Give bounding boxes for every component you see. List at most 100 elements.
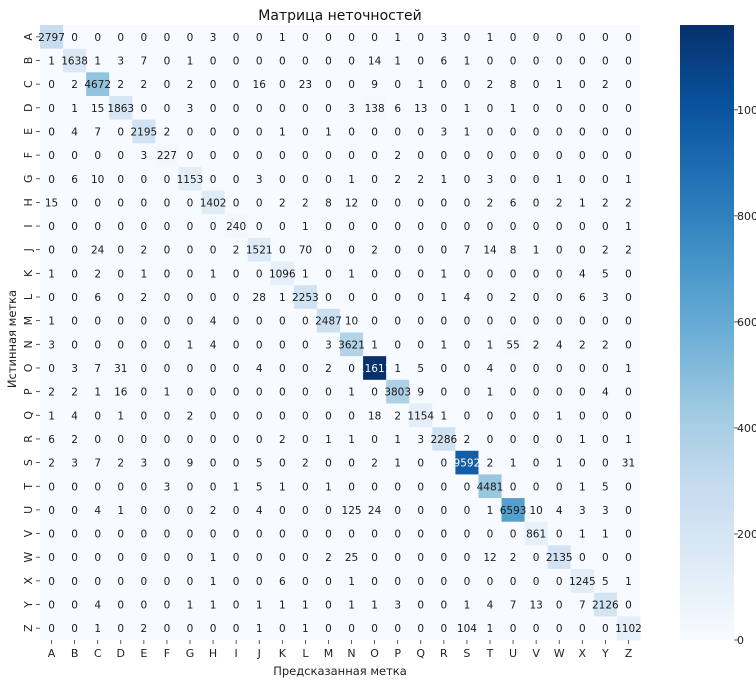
y-tick-label-Q: Q [22, 411, 35, 420]
cell-value-label: 0 [187, 150, 194, 162]
heatmap-cell-W-T [478, 545, 502, 570]
heatmap-cell-Q-H [201, 403, 226, 428]
cell-value-label: 138 [365, 103, 385, 115]
heatmap-cell-S-U [501, 450, 526, 475]
cell-value-label: 2 [510, 292, 517, 304]
cell-value-label: 5 [256, 458, 263, 470]
cell-value-label: 70 [299, 245, 312, 257]
cell-value-label: 0 [256, 387, 263, 399]
heatmap-cell-N-W [547, 332, 572, 357]
heatmap-cell-B-N [340, 48, 364, 73]
heatmap-cell-H-H [201, 190, 226, 215]
heatmap-cell-F-B [63, 143, 87, 168]
cell-value-label: 1 [117, 410, 124, 422]
heatmap-cell-S-F [155, 450, 179, 475]
cell-value-label: 0 [325, 55, 332, 67]
cell-value-label: 0 [579, 623, 586, 635]
heatmap-cell-P-G [178, 379, 202, 404]
cell-value-label: 0 [602, 221, 609, 233]
heatmap-cell-M-D [109, 308, 133, 333]
heatmap-cell-B-Z [616, 48, 641, 73]
heatmap-cell-A-X [570, 25, 595, 50]
heatmap-cell-P-J [247, 379, 272, 404]
cell-value-label: 2 [71, 434, 78, 446]
cell-value-label: 0 [394, 126, 401, 138]
cell-value-label: 0 [579, 55, 586, 67]
cell-value-label: 0 [417, 197, 424, 209]
cell-value-label: 0 [164, 434, 171, 446]
heatmap-cell-F-E [132, 143, 156, 168]
x-tick-label-U: U [509, 647, 517, 660]
heatmap-cell-V-A [40, 521, 64, 546]
heatmap-cell-U-L [293, 498, 318, 523]
heatmap-cell-C-Y [593, 72, 618, 97]
heatmap-cell-U-Z [616, 498, 641, 523]
heatmap-cell-Z-N [340, 616, 364, 641]
heatmap-cell-B-L [293, 48, 318, 73]
cell-value-label: 14 [483, 245, 497, 257]
heatmap-cell-X-M [316, 569, 341, 594]
heatmap-cell-D-N [340, 95, 364, 121]
cell-value-label: 0 [394, 339, 401, 351]
heatmap-cell-T-Q [409, 474, 433, 499]
heatmap-cell-S-N [340, 450, 364, 475]
heatmap-cell-R-P [386, 427, 410, 452]
heatmap-cell-R-F [155, 427, 179, 452]
heatmap-cell-H-Y [593, 190, 618, 215]
cell-value-label: 0 [394, 221, 401, 233]
heatmap-cell-D-C [86, 95, 110, 121]
cell-value-label: 0 [464, 529, 471, 541]
cell-value-label: 0 [279, 55, 286, 67]
cell-value-label: 3 [210, 32, 217, 44]
heatmap-cell-E-A [40, 119, 64, 144]
cell-value-label: 0 [441, 197, 448, 209]
heatmap-cell-I-Q [409, 214, 433, 239]
cell-value-label: 0 [487, 268, 494, 280]
heatmap-cell-F-W [547, 143, 572, 168]
chart-title: Матрица неточностей [258, 8, 421, 24]
heatmap-cell-E-K [270, 119, 295, 144]
heatmap-cell-S-D [109, 450, 133, 475]
cell-value-label: 0 [371, 481, 378, 493]
cell-value-label: 0 [348, 410, 355, 422]
heatmap-cell-Q-A [40, 403, 64, 428]
cell-value-label: 0 [164, 505, 171, 517]
heatmap-cell-B-U [501, 48, 526, 73]
heatmap-cell-S-W [547, 450, 572, 475]
heatmap-cell-Z-Z [616, 616, 641, 641]
heatmap-cell-Y-H [201, 592, 226, 617]
cell-value-label: 0 [233, 292, 240, 304]
cell-value-label: 0 [233, 434, 240, 446]
cell-value-label: 0 [48, 292, 55, 304]
heatmap-cell-D-Q [409, 95, 433, 121]
heatmap-cell-G-F [155, 166, 179, 191]
heatmap-cell-K-A [40, 261, 64, 286]
heatmap-cell-L-D [109, 285, 133, 310]
heatmap-cell-D-M [316, 95, 341, 121]
cell-value-label: 0 [48, 600, 55, 612]
heatmap-cell-E-S [455, 119, 479, 144]
cell-value-label: 0 [71, 316, 78, 328]
cell-value-label: 0 [256, 221, 263, 233]
heatmap-cell-T-E [132, 474, 156, 499]
cell-value-label: 0 [233, 410, 240, 422]
heatmap-cell-B-G [178, 48, 202, 73]
heatmap-cell-F-Q [409, 143, 433, 168]
heatmap-cell-B-I [224, 48, 249, 73]
cell-value-label: 0 [302, 387, 309, 399]
heatmap-cell-U-Y [593, 498, 618, 523]
cell-value-label: 1 [279, 32, 286, 44]
cell-value-label: 1 [487, 387, 494, 399]
cell-value-label: 0 [256, 529, 263, 541]
x-tick-label-N: N [347, 647, 355, 660]
cell-value-label: 0 [256, 150, 263, 162]
heatmap-cell-T-F [155, 474, 179, 499]
heatmap-cell-M-Z [616, 308, 641, 333]
cell-value-label: 1 [625, 576, 632, 588]
heatmap-cell-Z-Q [409, 616, 433, 641]
cell-value-label: 0 [256, 55, 263, 67]
cell-value-label: 0 [279, 458, 286, 470]
heatmap-cell-S-A [40, 450, 64, 475]
heatmap-cell-G-U [501, 166, 526, 191]
heatmap-cell-Y-X [570, 592, 595, 617]
